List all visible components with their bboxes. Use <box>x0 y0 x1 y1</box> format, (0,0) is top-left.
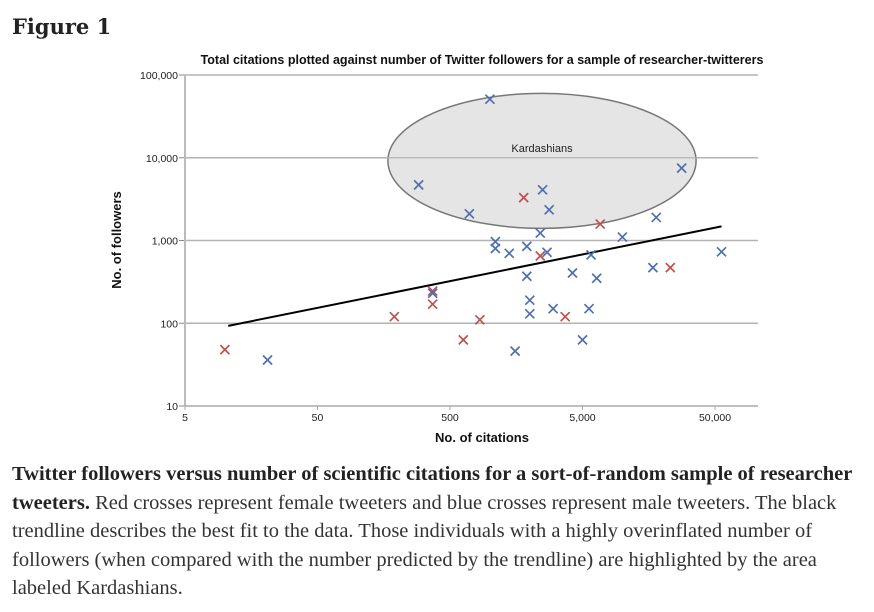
cross-stroke <box>617 231 628 243</box>
male-data-point <box>617 231 628 243</box>
male-data-point <box>484 94 495 105</box>
kardashians-ellipse <box>387 92 697 230</box>
x-tick-label: 500 <box>441 412 459 424</box>
female-data-point <box>474 314 485 325</box>
male-data-point <box>524 308 535 319</box>
trendline <box>228 225 722 327</box>
male-data-point <box>535 227 546 239</box>
female-data-point <box>665 262 676 273</box>
cross-stroke <box>535 250 546 262</box>
x-axis-label: No. of citations <box>435 430 529 445</box>
male-data-point <box>647 262 659 273</box>
cross-stroke <box>524 308 535 319</box>
male-data-point <box>504 248 515 259</box>
cross-stroke <box>504 248 515 259</box>
cross-stroke <box>458 334 469 345</box>
chart-title: Total citations plotted against number o… <box>201 53 764 67</box>
y-tick-label: 100 <box>160 318 178 330</box>
cross-stroke <box>567 267 578 279</box>
female-data-point <box>458 334 469 345</box>
cross-stroke <box>427 288 438 299</box>
female-data-point <box>427 299 438 310</box>
cross-stroke <box>510 346 521 357</box>
cross-stroke <box>521 241 532 252</box>
male-data-point <box>548 303 559 314</box>
female-data-point <box>595 218 606 230</box>
male-data-point <box>651 212 662 223</box>
cross-stroke <box>413 179 424 190</box>
cross-stroke <box>535 227 546 239</box>
cross-stroke <box>548 303 559 314</box>
cross-stroke <box>484 94 495 105</box>
male-data-point <box>591 273 602 284</box>
female-data-point <box>518 192 529 203</box>
female-data-point <box>535 250 546 262</box>
cross-stroke <box>524 295 535 306</box>
figure-caption: Twitter followers versus number of scien… <box>12 460 872 603</box>
female-data-point <box>389 311 400 322</box>
male-data-point <box>541 247 553 258</box>
cross-stroke <box>427 299 438 310</box>
cross-stroke <box>716 246 727 257</box>
cross-stroke <box>595 218 606 230</box>
figure-label: Figure 1 <box>12 14 112 39</box>
cross-stroke <box>537 184 548 195</box>
cross-stroke <box>541 247 553 258</box>
cross-stroke <box>262 354 273 366</box>
cross-stroke <box>219 344 230 355</box>
male-data-point <box>427 288 438 299</box>
male-data-point <box>521 271 532 282</box>
cross-stroke <box>560 311 571 322</box>
x-tick-label: 50,000 <box>699 412 731 424</box>
male-data-point <box>676 162 687 174</box>
male-data-point <box>716 246 727 257</box>
male-data-point <box>510 346 521 357</box>
male-data-point <box>585 249 597 260</box>
x-tick-label: 5,000 <box>569 412 595 424</box>
y-tick-label: 100,000 <box>140 70 178 82</box>
cross-stroke <box>490 243 501 254</box>
y-tick-label: 1,000 <box>152 236 178 248</box>
cross-stroke <box>577 334 588 345</box>
male-data-point <box>262 354 273 366</box>
male-data-point <box>583 303 595 314</box>
cross-stroke <box>427 285 438 297</box>
female-data-point <box>560 311 571 322</box>
cross-stroke <box>583 303 595 314</box>
cross-stroke <box>591 273 602 284</box>
caption-text: Red crosses represent female tweeters an… <box>12 491 837 600</box>
x-tick-label: 50 <box>312 412 324 424</box>
male-data-point <box>464 208 475 219</box>
y-tick-label: 10,000 <box>146 153 178 165</box>
kardashians-label: Kardashians <box>511 143 573 155</box>
male-data-point <box>524 295 535 306</box>
cross-stroke <box>521 271 532 282</box>
female-data-point <box>427 285 438 297</box>
male-data-point <box>413 179 424 190</box>
x-tick-label: 5 <box>182 412 188 424</box>
y-tick-label: 10 <box>166 401 178 413</box>
cross-stroke <box>544 204 555 215</box>
cross-stroke <box>585 249 597 260</box>
male-data-point <box>577 334 588 345</box>
cross-stroke <box>651 212 662 223</box>
male-data-point <box>544 204 555 215</box>
cross-stroke <box>647 262 659 273</box>
cross-stroke <box>474 314 485 325</box>
female-data-point <box>219 344 230 355</box>
male-data-point <box>490 243 501 254</box>
cross-stroke <box>518 192 529 203</box>
cross-stroke <box>665 262 676 273</box>
cross-stroke <box>464 208 475 219</box>
cross-stroke <box>389 311 400 322</box>
male-data-point <box>537 184 548 195</box>
cross-stroke <box>676 162 687 174</box>
caption-bold: Twitter followers versus number of scien… <box>12 463 852 514</box>
male-data-point <box>521 241 532 252</box>
male-data-point <box>567 267 578 279</box>
y-axis-label: No. of followers <box>109 191 124 289</box>
scatter-chart: Total citations plotted against number o… <box>109 53 764 445</box>
